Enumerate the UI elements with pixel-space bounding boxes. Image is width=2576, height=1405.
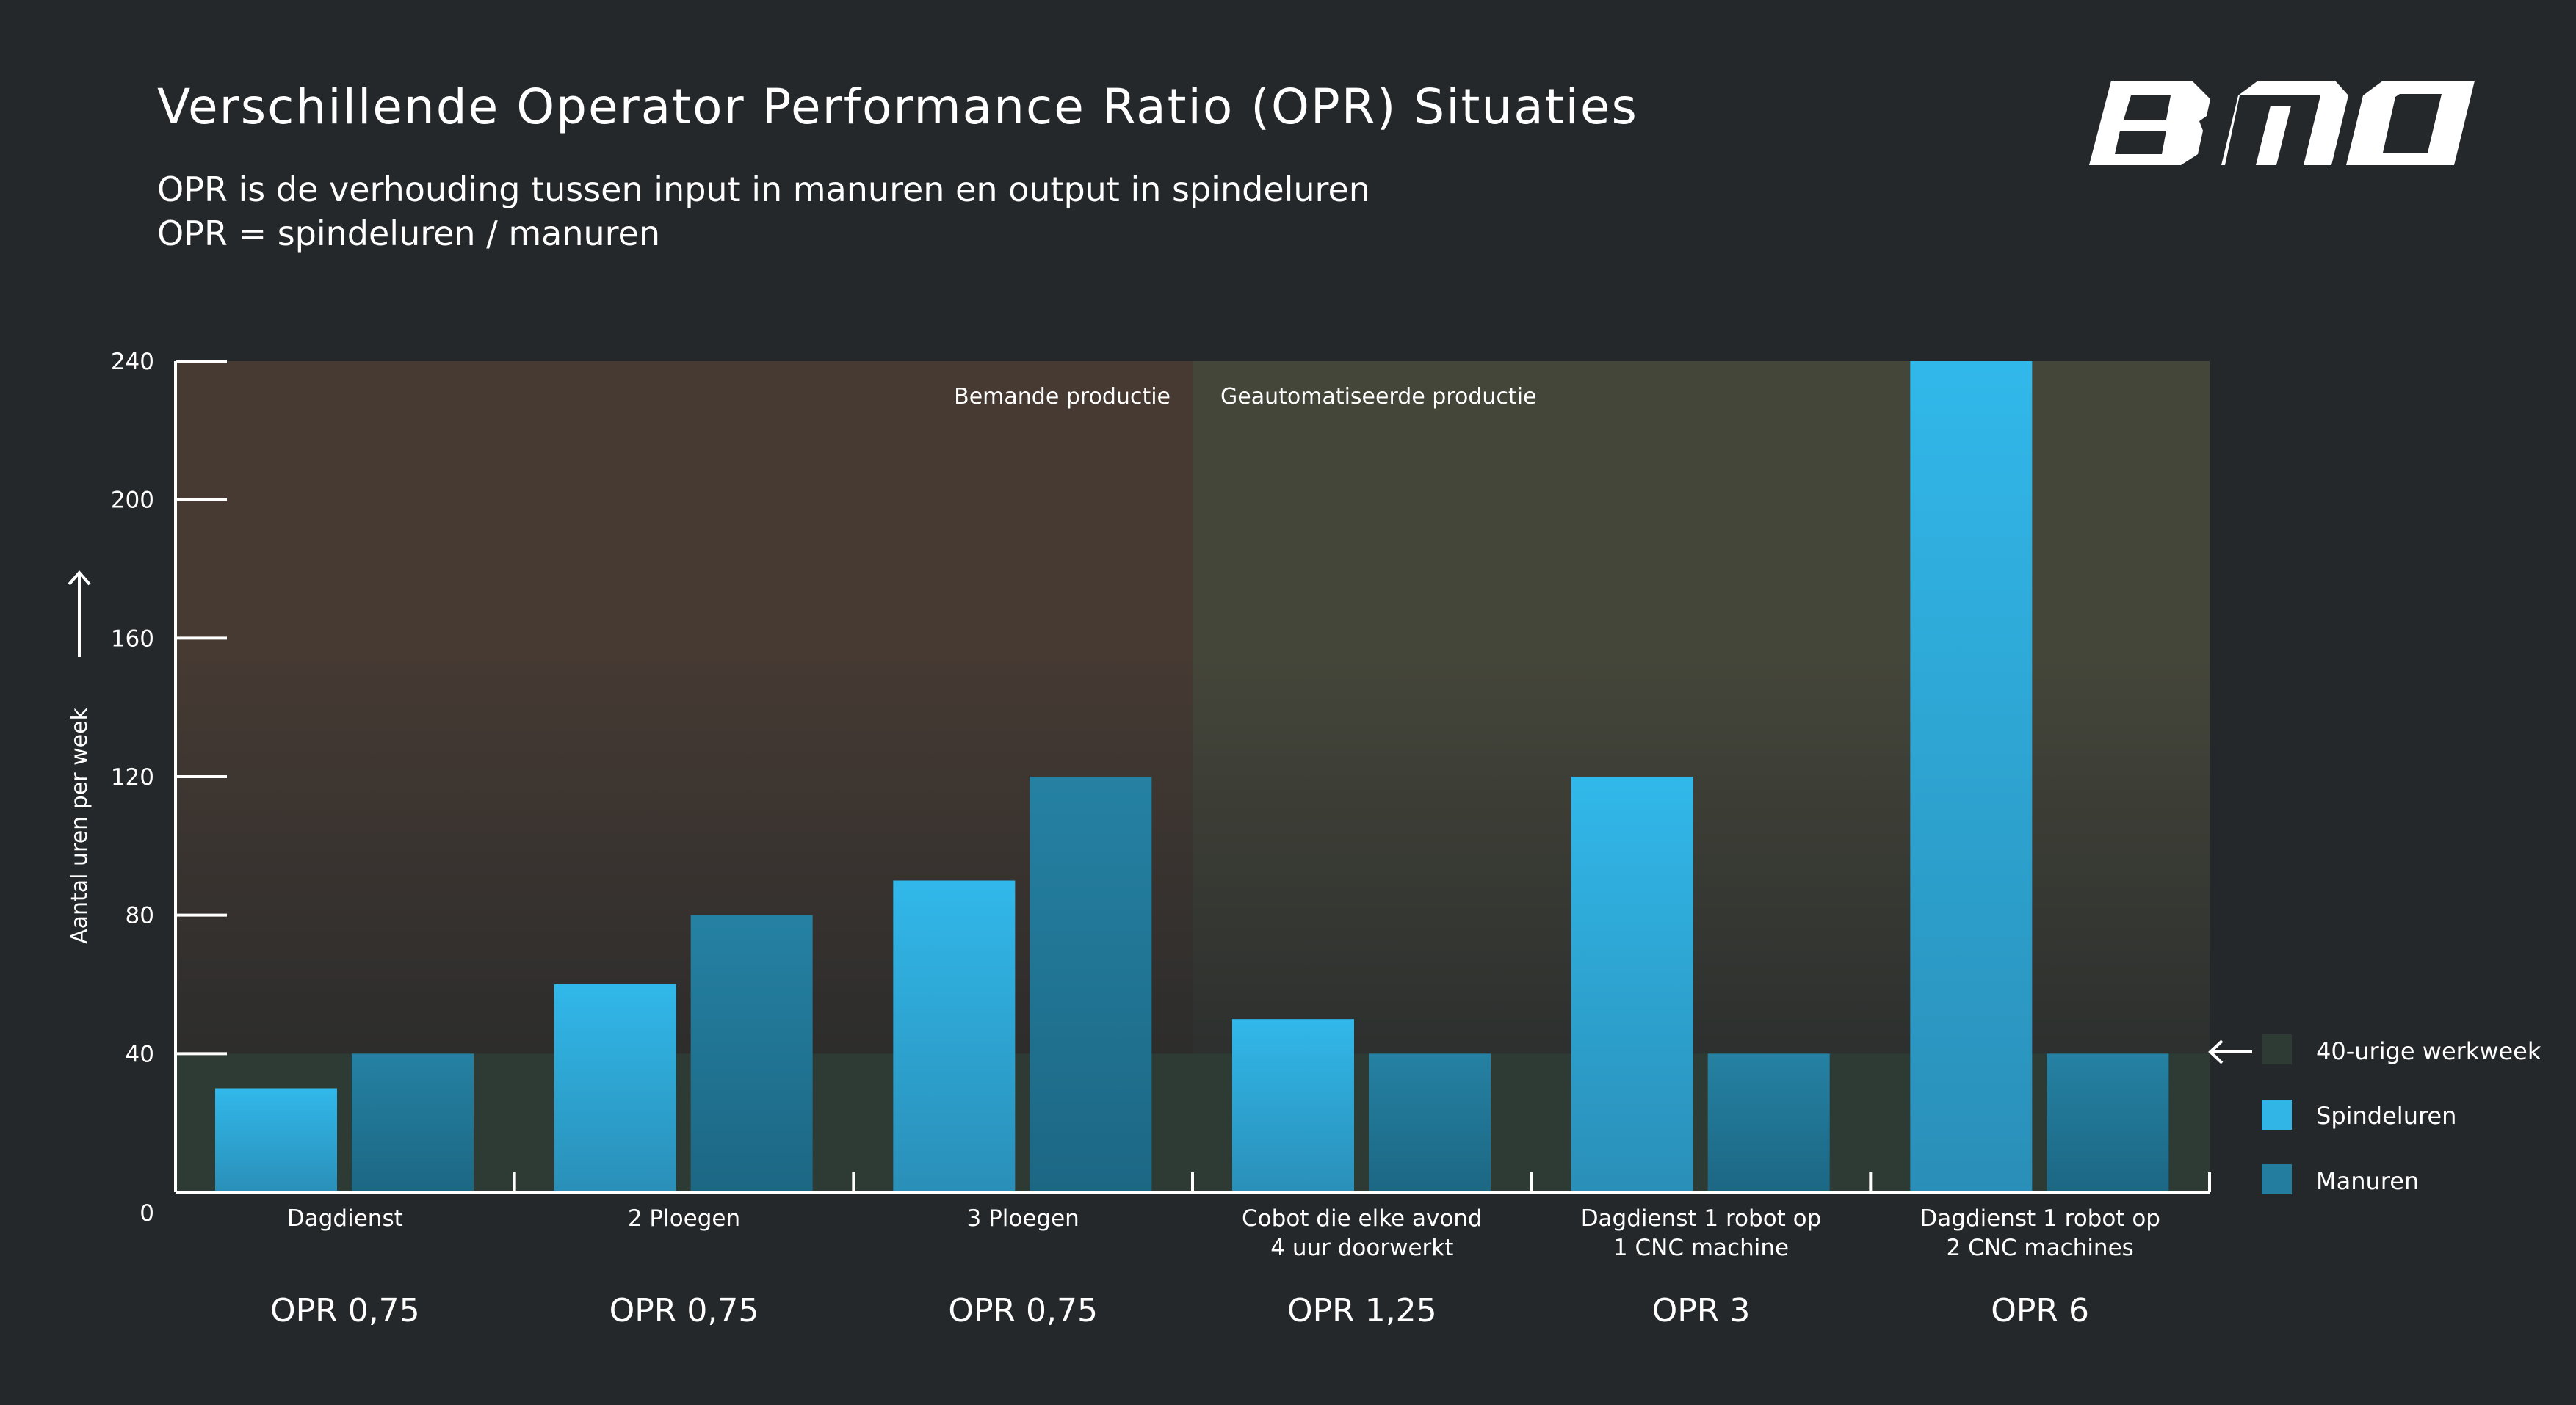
category-label: Cobot die elke avond (1242, 1205, 1483, 1232)
opr-label: OPR 0,75 (609, 1292, 759, 1329)
bar-manuren (690, 915, 813, 1192)
bmo-logo (2089, 81, 2475, 165)
y-axis-label: Aantal uren per week (67, 707, 93, 943)
werkweek-band (176, 1053, 2210, 1192)
bar-spindeluren (1232, 1019, 1354, 1192)
legend-label-werkweek: 40-urige werkweek (2316, 1037, 2541, 1065)
bar-spindeluren (1910, 361, 2033, 1192)
region-label: Bemande productie (954, 384, 1171, 410)
category-label: Dagdienst 1 robot op (1920, 1205, 2160, 1232)
bar-manuren (1030, 777, 1152, 1192)
legend-swatch-manuren (2262, 1164, 2292, 1194)
y-axis-arrow-icon (68, 570, 91, 657)
opr-label: OPR 0,75 (948, 1292, 1098, 1329)
bar-spindeluren (1571, 777, 1693, 1192)
category-label: 3 Ploegen (967, 1205, 1079, 1232)
legend: 40-urige werkweek Spindeluren Manuren (2208, 1034, 2541, 1195)
bar-manuren (1369, 1053, 1491, 1192)
category-label: 2 Ploegen (628, 1205, 740, 1232)
category-label: 1 CNC machine (1613, 1235, 1789, 1261)
category-label: Dagdienst 1 robot op (1581, 1205, 1822, 1232)
chart-title: Verschillende Operator Performance Ratio… (157, 79, 1638, 135)
y-tick-label: 160 (111, 625, 154, 652)
opr-label: OPR 1,25 (1287, 1292, 1437, 1329)
bar-spindeluren (554, 984, 676, 1192)
y-tick-label: 120 (111, 764, 154, 791)
y-tick-label: 0 (140, 1200, 154, 1227)
subtitle-line-2: OPR = spindeluren / manuren (157, 214, 660, 253)
category-label: 2 CNC machines (1947, 1235, 2134, 1261)
region-label: Geautomatiseerde productie (1220, 384, 1537, 410)
category-label: Dagdienst (287, 1205, 403, 1232)
bar-spindeluren (893, 880, 1016, 1192)
opr-label: OPR 3 (1652, 1292, 1751, 1329)
y-tick-label: 200 (111, 487, 154, 514)
subtitle-line-1: OPR is de verhouding tussen input in man… (157, 170, 1370, 209)
y-tick-label: 240 (111, 349, 154, 375)
bar-manuren (1707, 1053, 1830, 1192)
bar-spindeluren (215, 1088, 337, 1192)
legend-swatch-spindeluren (2262, 1100, 2292, 1130)
legend-label-manuren: Manuren (2316, 1167, 2419, 1195)
bar-manuren (352, 1053, 474, 1192)
opr-label: OPR 0,75 (270, 1292, 420, 1329)
legend-swatch-werkweek (2262, 1034, 2292, 1064)
bar-manuren (2047, 1053, 2169, 1192)
y-tick-label: 40 (126, 1041, 154, 1067)
category-label: 4 uur doorwerkt (1270, 1235, 1453, 1261)
legend-label-spindeluren: Spindeluren (2316, 1102, 2456, 1130)
legend-arrow-icon (2208, 1039, 2252, 1064)
opr-label: OPR 6 (1991, 1292, 2089, 1329)
y-tick-label: 80 (126, 903, 154, 929)
